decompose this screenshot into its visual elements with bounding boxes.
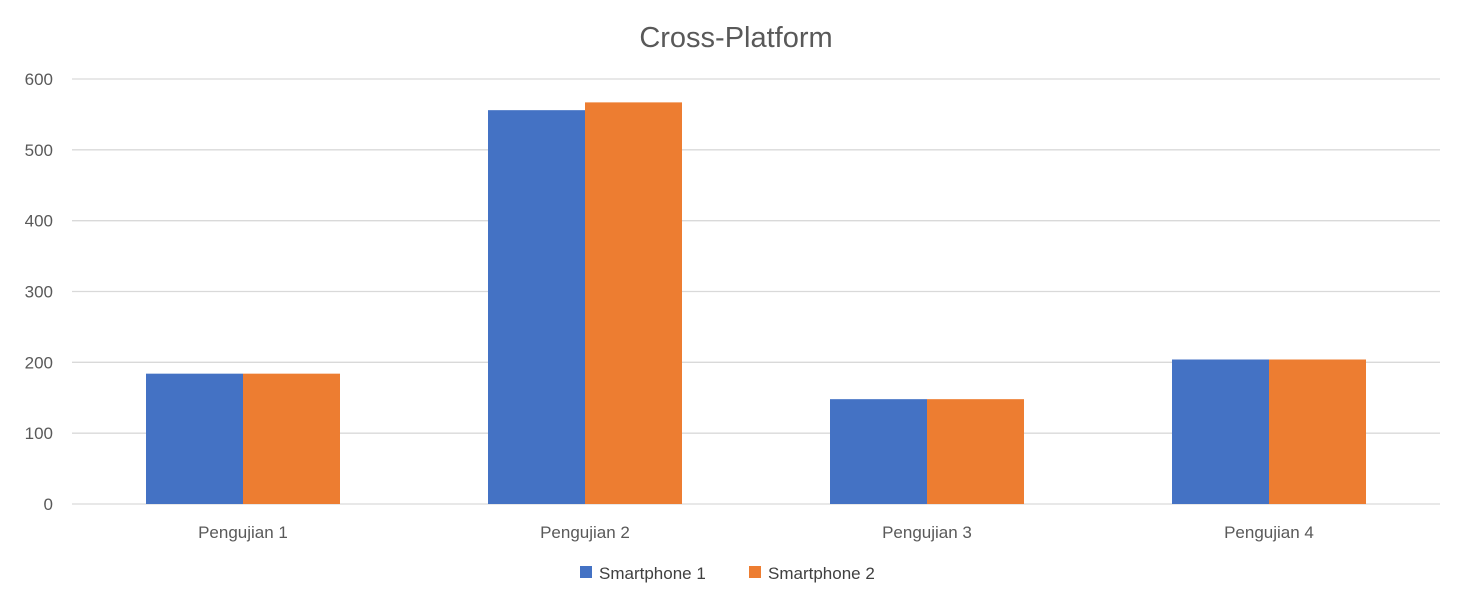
bar-2-2 (585, 102, 682, 504)
bar-1-3 (830, 399, 927, 504)
bar-1-1 (146, 373, 243, 504)
x-tick-label: Pengujian 3 (882, 523, 972, 542)
bar-1-2 (488, 110, 585, 505)
y-tick-label: 500 (25, 141, 53, 160)
legend-swatch-2 (749, 566, 761, 578)
legend-label-1: Smartphone 1 (599, 564, 706, 583)
bar-2-4 (1269, 359, 1366, 504)
legend-swatch-1 (580, 566, 592, 578)
y-tick-label: 100 (25, 424, 53, 443)
y-axis-ticks: 0 100 200 300 400 500 600 (25, 70, 53, 514)
x-tick-label: Pengujian 4 (1224, 523, 1314, 542)
bar-1-4 (1172, 359, 1269, 504)
y-tick-label: 200 (25, 353, 53, 372)
bar-2-3 (927, 399, 1024, 504)
bars (146, 102, 1366, 505)
y-tick-label: 600 (25, 70, 53, 89)
legend: Smartphone 1 Smartphone 2 (580, 564, 875, 583)
y-tick-label: 400 (25, 212, 53, 231)
bar-2-1 (243, 373, 340, 504)
x-axis-ticks: Pengujian 1 Pengujian 2 Pengujian 3 Penguji… (198, 523, 1314, 542)
x-tick-label: Pengujian 2 (540, 523, 630, 542)
chart-title: Cross-Platform (639, 22, 832, 54)
legend-label-2: Smartphone 2 (768, 564, 875, 583)
y-tick-label: 0 (44, 495, 53, 514)
x-tick-label: Pengujian 1 (198, 523, 288, 542)
y-tick-label: 300 (25, 283, 53, 302)
